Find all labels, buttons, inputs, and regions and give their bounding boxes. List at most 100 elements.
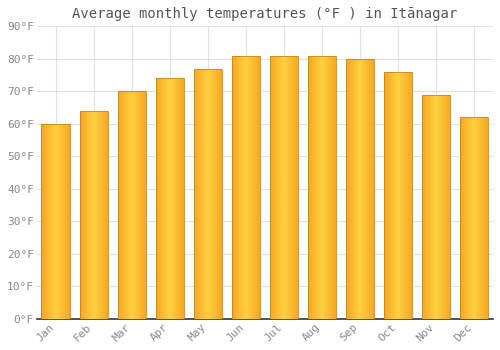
Bar: [296, 56, 297, 319]
Bar: [205, 69, 206, 319]
Bar: [51, 124, 52, 319]
Bar: [363, 59, 364, 319]
Bar: [234, 56, 235, 319]
Bar: [274, 56, 275, 319]
Bar: [289, 56, 290, 319]
Bar: [322, 56, 323, 319]
Bar: [329, 56, 330, 319]
Bar: [403, 72, 404, 319]
Bar: [171, 78, 172, 319]
Bar: [168, 78, 169, 319]
Bar: [437, 94, 438, 319]
Bar: [128, 91, 129, 319]
Bar: [311, 56, 312, 319]
Bar: [93, 111, 94, 319]
Bar: [310, 56, 311, 319]
Bar: [166, 78, 167, 319]
Bar: [324, 56, 325, 319]
Bar: [57, 124, 58, 319]
Bar: [327, 56, 328, 319]
Bar: [293, 56, 294, 319]
Bar: [100, 111, 101, 319]
Bar: [315, 56, 316, 319]
Bar: [194, 69, 196, 319]
Bar: [464, 117, 465, 319]
Bar: [308, 56, 309, 319]
Bar: [479, 117, 480, 319]
Bar: [118, 91, 119, 319]
Bar: [319, 56, 320, 319]
Bar: [201, 69, 202, 319]
Bar: [373, 59, 374, 319]
Bar: [404, 72, 405, 319]
Bar: [46, 124, 47, 319]
Bar: [120, 91, 121, 319]
Bar: [45, 124, 46, 319]
Bar: [326, 56, 327, 319]
Bar: [69, 124, 70, 319]
Bar: [134, 91, 135, 319]
Bar: [395, 72, 396, 319]
Bar: [445, 94, 446, 319]
Bar: [460, 117, 488, 319]
Bar: [83, 111, 84, 319]
Bar: [433, 94, 434, 319]
Bar: [330, 56, 331, 319]
Bar: [472, 117, 473, 319]
Bar: [107, 111, 108, 319]
Bar: [394, 72, 395, 319]
Bar: [216, 69, 217, 319]
Bar: [356, 59, 357, 319]
Bar: [177, 78, 178, 319]
Bar: [243, 56, 244, 319]
Bar: [439, 94, 440, 319]
Bar: [309, 56, 310, 319]
Bar: [365, 59, 366, 319]
Bar: [346, 59, 374, 319]
Bar: [386, 72, 387, 319]
Bar: [278, 56, 279, 319]
Bar: [285, 56, 286, 319]
Bar: [272, 56, 273, 319]
Bar: [88, 111, 89, 319]
Bar: [320, 56, 321, 319]
Bar: [362, 59, 363, 319]
Bar: [430, 94, 431, 319]
Bar: [197, 69, 198, 319]
Bar: [483, 117, 484, 319]
Bar: [335, 56, 336, 319]
Bar: [59, 124, 60, 319]
Bar: [145, 91, 146, 319]
Bar: [131, 91, 132, 319]
Bar: [68, 124, 69, 319]
Bar: [80, 111, 108, 319]
Bar: [258, 56, 259, 319]
Bar: [162, 78, 163, 319]
Bar: [473, 117, 474, 319]
Bar: [251, 56, 252, 319]
Bar: [123, 91, 124, 319]
Bar: [446, 94, 447, 319]
Bar: [204, 69, 205, 319]
Bar: [252, 56, 254, 319]
Bar: [442, 94, 443, 319]
Bar: [133, 91, 134, 319]
Bar: [173, 78, 174, 319]
Bar: [164, 78, 166, 319]
Bar: [388, 72, 389, 319]
Bar: [398, 72, 399, 319]
Bar: [167, 78, 168, 319]
Bar: [194, 69, 222, 319]
Bar: [132, 91, 133, 319]
Bar: [434, 94, 435, 319]
Bar: [220, 69, 221, 319]
Bar: [217, 69, 218, 319]
Bar: [242, 56, 243, 319]
Bar: [467, 117, 468, 319]
Title: Average monthly temperatures (°F ) in Itānagar: Average monthly temperatures (°F ) in It…: [72, 7, 458, 21]
Bar: [183, 78, 184, 319]
Bar: [448, 94, 449, 319]
Bar: [156, 78, 158, 319]
Bar: [409, 72, 410, 319]
Bar: [407, 72, 408, 319]
